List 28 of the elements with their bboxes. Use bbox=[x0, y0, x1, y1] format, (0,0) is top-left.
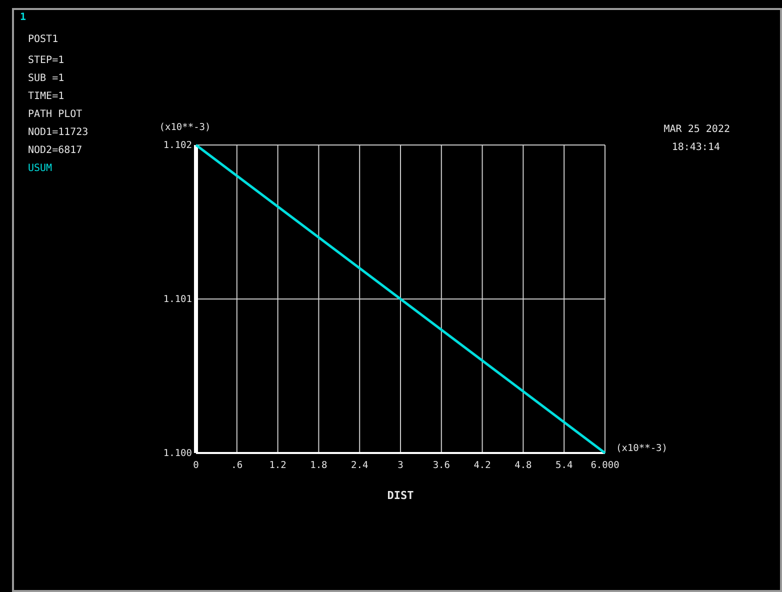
x-tick-label: 4.8 bbox=[514, 460, 532, 471]
text: (x10**-3) bbox=[616, 443, 668, 454]
x-tick-label: .6 bbox=[231, 460, 243, 471]
x-axis-title: DIST bbox=[387, 489, 414, 502]
text: NOD2=6817 bbox=[28, 145, 82, 156]
x-tick-label: 4.2 bbox=[474, 460, 491, 471]
y-tick-label: 1.101 bbox=[163, 294, 192, 305]
y-axis-title: (x10**-3) bbox=[159, 122, 211, 133]
text: NOD1=11723 bbox=[28, 127, 88, 138]
x-tick-label: 3 bbox=[398, 460, 404, 471]
text: PATH PLOT bbox=[28, 109, 82, 120]
x-tick-label: 0 bbox=[193, 460, 200, 471]
text: TIME=1 bbox=[28, 91, 64, 102]
x-tick-label: 3.6 bbox=[432, 460, 450, 471]
text: MAR 25 2022 bbox=[664, 124, 730, 135]
text: 1 bbox=[20, 12, 26, 23]
x-tick-label: 1.8 bbox=[310, 460, 328, 471]
x-tick-label: 1.2 bbox=[269, 460, 286, 471]
y-tick-label: 1.100 bbox=[163, 448, 192, 459]
text: USUM bbox=[28, 163, 52, 174]
text: STEP=1 bbox=[28, 55, 64, 66]
x-tick-label: 5.4 bbox=[556, 460, 573, 471]
x-tick-label: 6.000 bbox=[590, 460, 620, 471]
text: 18:43:14 bbox=[672, 142, 720, 153]
text: POST1 bbox=[28, 34, 58, 45]
x-tick-label: 2.4 bbox=[351, 460, 368, 471]
y-tick-label: 1.102 bbox=[163, 140, 192, 151]
text: SUB =1 bbox=[28, 73, 64, 84]
